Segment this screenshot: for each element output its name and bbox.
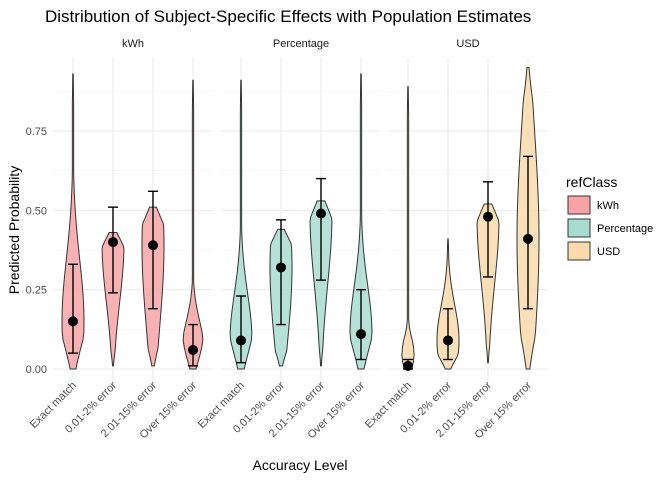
legend: refClass kWh Percentage USD <box>566 174 653 261</box>
violin <box>229 79 253 370</box>
estimate-point <box>316 208 326 219</box>
legend-key <box>567 195 591 215</box>
estimate-point <box>188 344 198 355</box>
violin <box>101 232 125 367</box>
legend-key <box>567 241 591 261</box>
estimate-point <box>148 240 158 251</box>
violin <box>401 86 415 370</box>
facet-strip-label: kWh <box>122 38 144 50</box>
y-axis-title: Predicted Probability <box>6 166 22 294</box>
y-tick-label: 0.25 <box>26 285 47 297</box>
legend-title: refClass <box>566 174 617 190</box>
estimate-point <box>443 335 453 346</box>
estimate-point <box>68 316 78 327</box>
y-tick-label: 0.00 <box>26 364 47 376</box>
violin <box>182 79 204 370</box>
estimate-point <box>483 211 493 222</box>
estimate-point <box>523 233 533 244</box>
chart-title: Distribution of Subject-Specific Effects… <box>45 7 531 26</box>
y-tick-label: 0.50 <box>26 205 47 217</box>
y-tick-label: 0.75 <box>26 126 47 138</box>
legend-label: USD <box>597 246 620 258</box>
violin <box>476 203 500 364</box>
facet-strip-label: Percentage <box>273 38 329 50</box>
estimate-point <box>403 360 413 371</box>
legend-label: kWh <box>597 200 619 212</box>
legend-label: Percentage <box>597 223 653 235</box>
estimate-point <box>356 329 366 340</box>
estimate-point <box>236 335 246 346</box>
legend-key <box>567 218 591 238</box>
violin <box>349 73 373 370</box>
estimate-point <box>276 262 286 273</box>
estimate-point <box>108 237 118 248</box>
violin <box>436 238 460 370</box>
violin <box>61 73 85 370</box>
facet-strip-label: USD <box>456 38 479 50</box>
x-axis-title: Accuracy Level <box>253 457 348 473</box>
violin <box>309 200 333 367</box>
